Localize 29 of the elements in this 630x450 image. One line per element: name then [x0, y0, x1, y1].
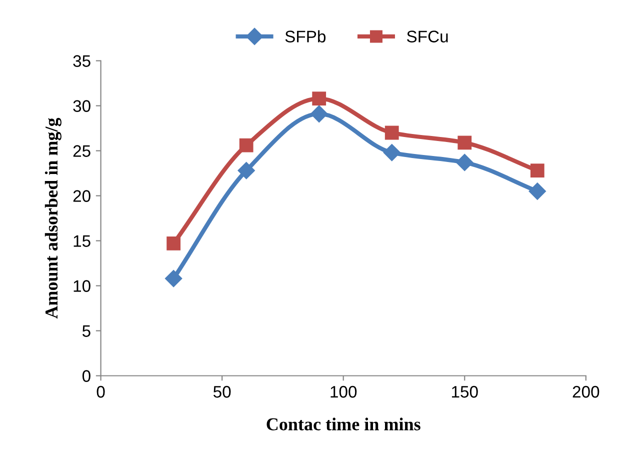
- y-tick-label: 10: [74, 280, 90, 292]
- y-tick-label: 35: [73, 55, 90, 67]
- point: [528, 182, 546, 200]
- legend-label: SFPb: [285, 30, 326, 42]
- y-tick-label: 0: [82, 370, 90, 382]
- point: [312, 92, 326, 106]
- y-tick-label: 20: [73, 190, 90, 202]
- point: [456, 154, 474, 171]
- point: [166, 236, 181, 250]
- x-tick-label: 100: [330, 386, 357, 398]
- y-axis-title: Amount adsorbed in mg/g: [44, 118, 62, 319]
- point: [165, 270, 182, 288]
- x-tick-label: 0: [96, 386, 105, 398]
- point: [239, 138, 254, 152]
- x-tick-label: 50: [213, 386, 231, 398]
- point: [384, 126, 399, 140]
- legend-label: SFCu: [406, 30, 448, 42]
- point: [383, 144, 400, 162]
- point: [238, 162, 255, 180]
- y-tick-label: 30: [73, 100, 90, 112]
- x-tick-label: 150: [452, 386, 478, 398]
- y-tick-label: 25: [73, 145, 90, 157]
- x-axis-title: Contac time in mins: [266, 418, 420, 430]
- point: [458, 136, 472, 150]
- point: [530, 164, 544, 178]
- y-tick-label: 15: [74, 235, 90, 247]
- x-tick-label: 200: [572, 386, 600, 398]
- y-tick-label: 5: [82, 325, 90, 337]
- point: [310, 105, 328, 122]
